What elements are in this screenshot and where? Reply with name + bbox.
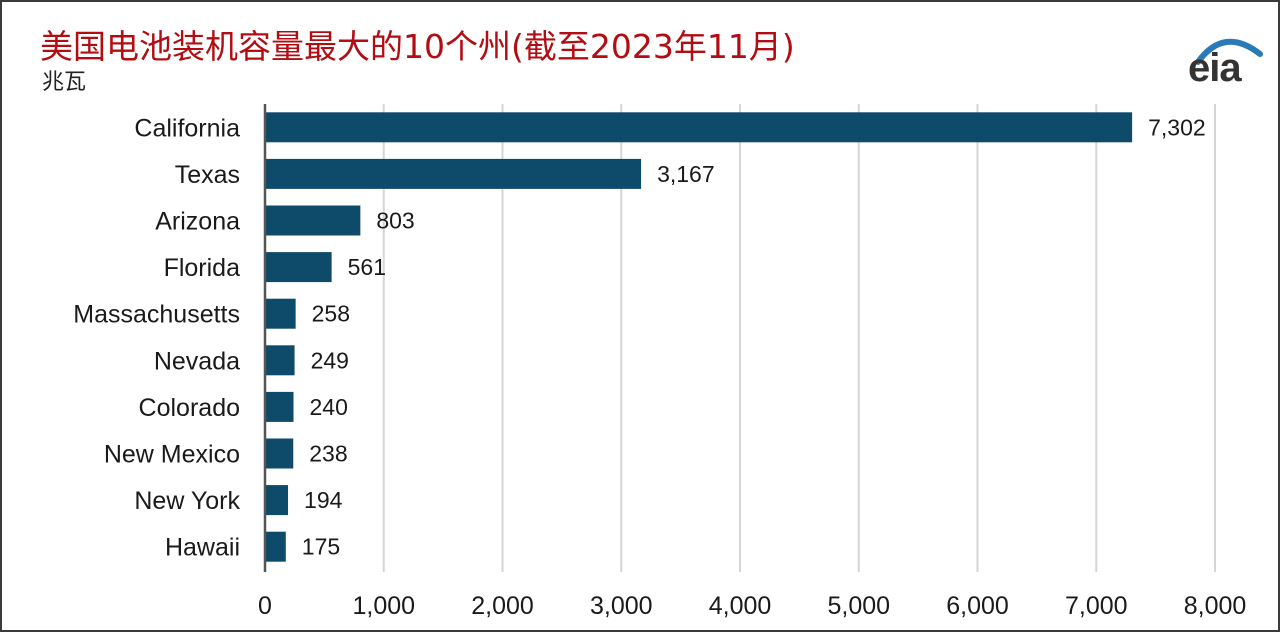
x-tick-label: 7,000 (1065, 592, 1128, 620)
x-tick-label: 2,000 (471, 592, 534, 620)
data-label: 238 (309, 441, 347, 467)
data-label: 3,167 (657, 161, 715, 187)
value-labels: 7,302 3,167 803 561 258 249 240 238 194 175 (302, 114, 1206, 559)
bar (265, 298, 296, 329)
eia-logo-text: eia (1188, 46, 1242, 90)
category-label: Massachusetts (73, 301, 240, 329)
x-tick-label: 3,000 (590, 592, 653, 620)
x-axis-tick-labels: 0 1,000 2,000 3,000 4,000 5,000 6,000 7,000 8,00… (258, 592, 1246, 620)
data-label: 258 (312, 301, 350, 327)
bar (265, 485, 289, 516)
eia-logo: eia (1180, 32, 1266, 92)
x-tick-label: 6,000 (946, 592, 1009, 620)
category-label: Florida (164, 254, 241, 282)
eia-logo-arc-icon (1195, 38, 1263, 65)
category-label: Arizona (155, 208, 240, 236)
category-label: Nevada (154, 347, 240, 375)
category-label: New Mexico (104, 441, 240, 469)
data-label: 194 (304, 487, 343, 513)
data-label: 240 (310, 394, 348, 420)
data-label: 7,302 (1148, 114, 1206, 140)
category-label: California (134, 114, 240, 142)
data-label: 249 (311, 347, 349, 373)
bar (265, 438, 294, 469)
bar (265, 112, 1133, 143)
x-tick-label: 4,000 (709, 592, 772, 620)
x-tick-label: 1,000 (352, 592, 415, 620)
bar (265, 252, 332, 283)
bars (265, 112, 1133, 562)
category-label: Texas (175, 161, 240, 189)
category-label: New York (134, 487, 240, 515)
x-tick-label: 8,000 (1184, 592, 1247, 620)
chart-unit-label: 兆瓦 (42, 70, 87, 95)
x-tick-label: 0 (258, 592, 272, 620)
bar (265, 345, 295, 376)
chart-title: 美国电池装机容量最大的10个州(截至2023年11月) (40, 27, 795, 66)
category-label: Colorado (139, 394, 240, 422)
bar (265, 531, 286, 562)
x-tick-label: 5,000 (827, 592, 890, 620)
category-labels: California Texas Arizona Florida Massachuset… (73, 114, 240, 561)
bar (265, 158, 642, 189)
data-label: 561 (348, 254, 386, 280)
category-label: Hawaii (165, 534, 240, 562)
data-label: 175 (302, 534, 340, 560)
bar (265, 205, 361, 236)
data-label: 803 (376, 208, 414, 234)
bar (265, 391, 294, 422)
